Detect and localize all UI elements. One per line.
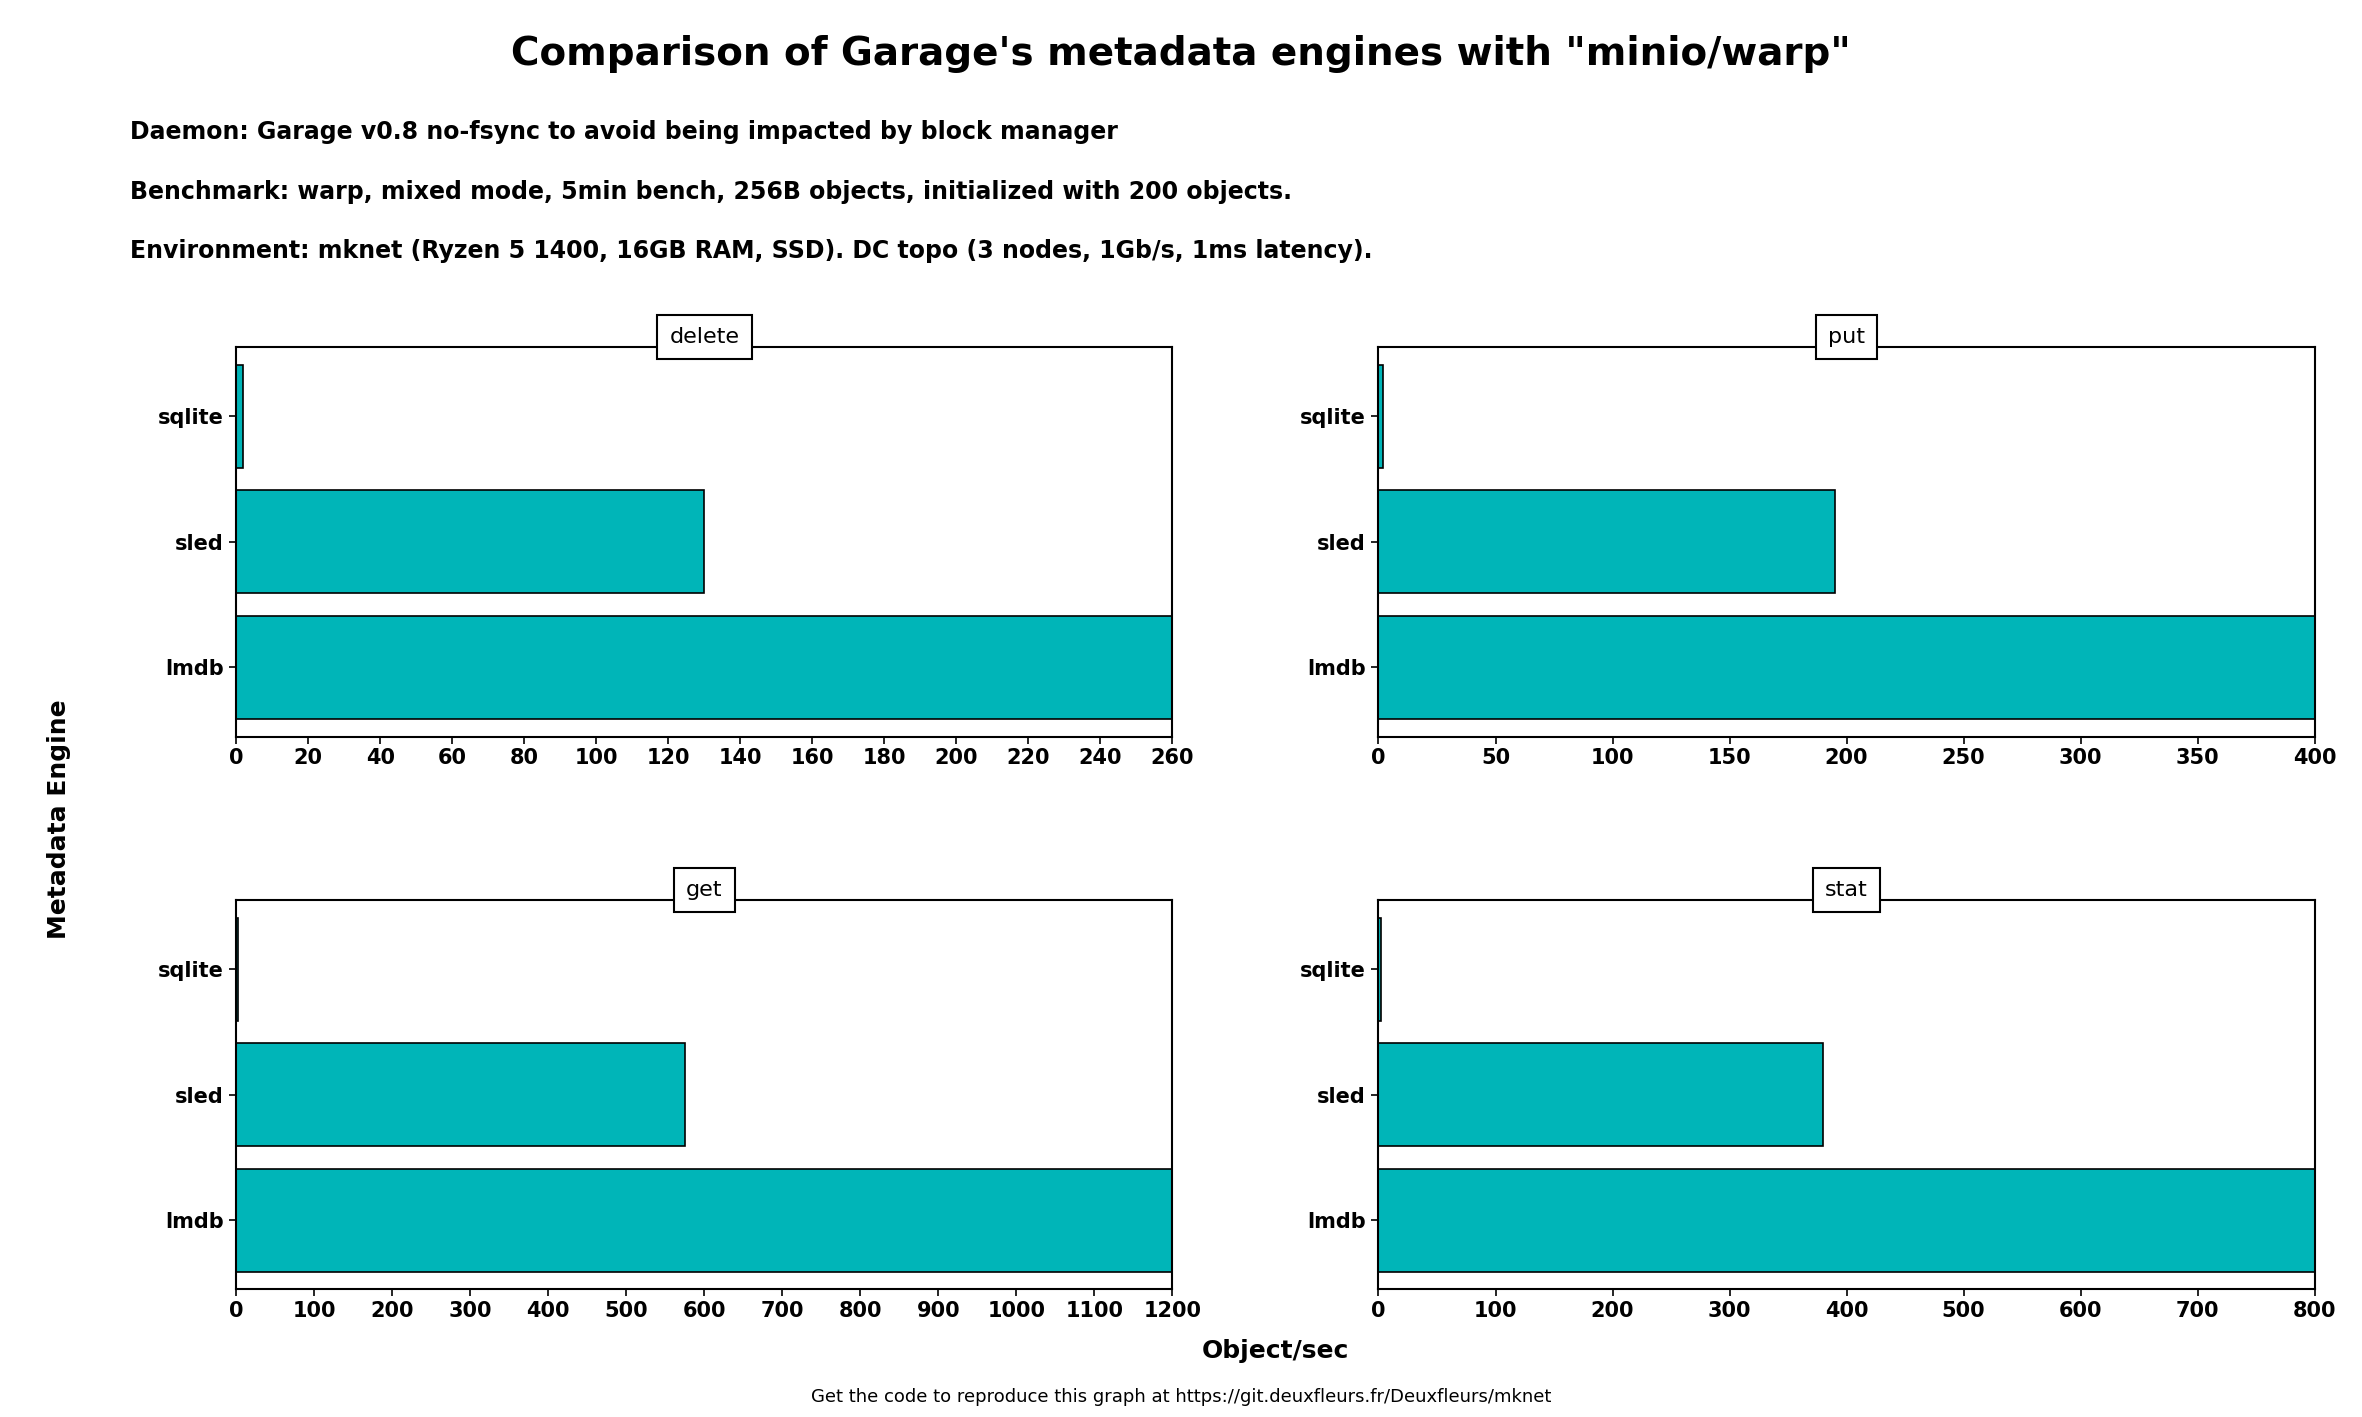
Bar <box>1379 616 2315 718</box>
Text: Comparison of Garage's metadata engines with "minio/warp": Comparison of Garage's metadata engines … <box>510 35 1852 74</box>
Title: put: put <box>1828 327 1866 347</box>
Text: Environment: mknet (Ryzen 5 1400, 16GB RAM, SSD). DC topo (3 nodes, 1Gb/s, 1ms l: Environment: mknet (Ryzen 5 1400, 16GB R… <box>130 239 1372 264</box>
Bar <box>236 1169 1172 1272</box>
Bar <box>236 490 704 594</box>
Bar <box>1379 1043 1823 1146</box>
Bar <box>1379 364 1384 468</box>
Bar <box>1379 490 1835 594</box>
Text: Metadata Engine: Metadata Engine <box>47 699 71 939</box>
Text: Benchmark: warp, mixed mode, 5min bench, 256B objects, initialized with 200 obje: Benchmark: warp, mixed mode, 5min bench,… <box>130 180 1292 204</box>
Bar <box>236 616 1172 718</box>
Text: Daemon: Garage v0.8 no-fsync to avoid being impacted by block manager: Daemon: Garage v0.8 no-fsync to avoid be… <box>130 120 1117 145</box>
Bar <box>236 364 243 468</box>
Text: Object/sec: Object/sec <box>1202 1339 1349 1363</box>
Text: Get the code to reproduce this graph at https://git.deuxfleurs.fr/Deuxfleurs/mkn: Get the code to reproduce this graph at … <box>810 1387 1552 1406</box>
Title: get: get <box>685 880 723 900</box>
Bar <box>236 1043 685 1146</box>
Title: stat: stat <box>1826 880 1868 900</box>
Bar <box>1379 1169 2315 1272</box>
Title: delete: delete <box>668 327 739 347</box>
